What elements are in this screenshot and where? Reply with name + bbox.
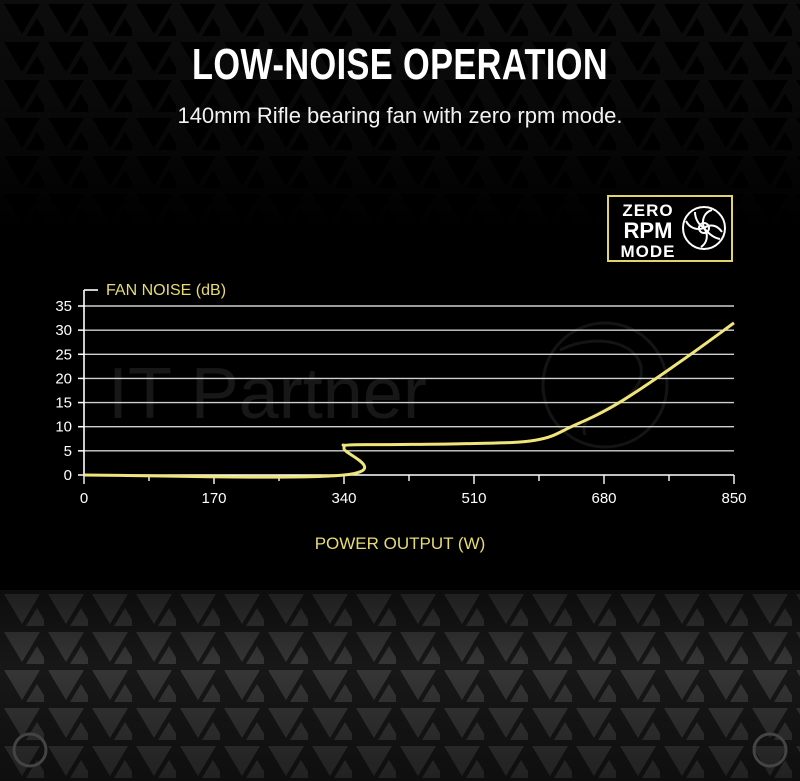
y-tick-label: 20 bbox=[55, 370, 72, 387]
y-axis-ticks: 0 5 10 15 20 25 30 35 bbox=[55, 298, 84, 484]
y-axis-label: FAN NOISE (dB) bbox=[106, 282, 226, 299]
y-tick-label: 5 bbox=[64, 443, 72, 460]
badge-label: ZERO RPM MODE bbox=[615, 202, 681, 260]
x-tick-label: 850 bbox=[721, 490, 746, 507]
badge-line-2: RPM bbox=[623, 218, 673, 243]
page-title: LOW-NOISE OPERATION bbox=[191, 40, 609, 89]
x-tick-label: 340 bbox=[331, 490, 356, 507]
x-tick-label: 680 bbox=[591, 490, 616, 507]
y-tick-label: 35 bbox=[55, 298, 72, 315]
y-tick-label: 30 bbox=[55, 322, 72, 339]
page-subtitle: 140mm Rifle bearing fan with zero rpm mo… bbox=[177, 103, 623, 128]
x-tick-label: 510 bbox=[461, 490, 486, 507]
vent-grille-bottom bbox=[0, 590, 800, 781]
fan-icon bbox=[682, 206, 726, 250]
vent-grille-top bbox=[0, 0, 800, 230]
chart-grid bbox=[84, 305, 734, 452]
y-tick-label: 0 bbox=[64, 467, 72, 484]
zero-rpm-mode-badge: ZERO RPM MODE bbox=[607, 195, 733, 262]
y-tick-label: 10 bbox=[55, 419, 72, 436]
y-tick-label: 25 bbox=[55, 346, 72, 363]
x-axis-label: POWER OUTPUT (W) bbox=[315, 534, 486, 553]
badge-line-1: ZERO bbox=[622, 201, 674, 220]
x-axis-ticks: 0 170 340 510 680 850 bbox=[80, 475, 747, 507]
badge-line-3: MODE bbox=[620, 242, 676, 261]
watermark-text: IT Partner bbox=[108, 354, 427, 434]
x-tick-label: 170 bbox=[201, 490, 226, 507]
y-tick-label: 15 bbox=[55, 395, 72, 412]
x-tick-label: 0 bbox=[80, 490, 88, 507]
fan-noise-line bbox=[83, 321, 735, 479]
